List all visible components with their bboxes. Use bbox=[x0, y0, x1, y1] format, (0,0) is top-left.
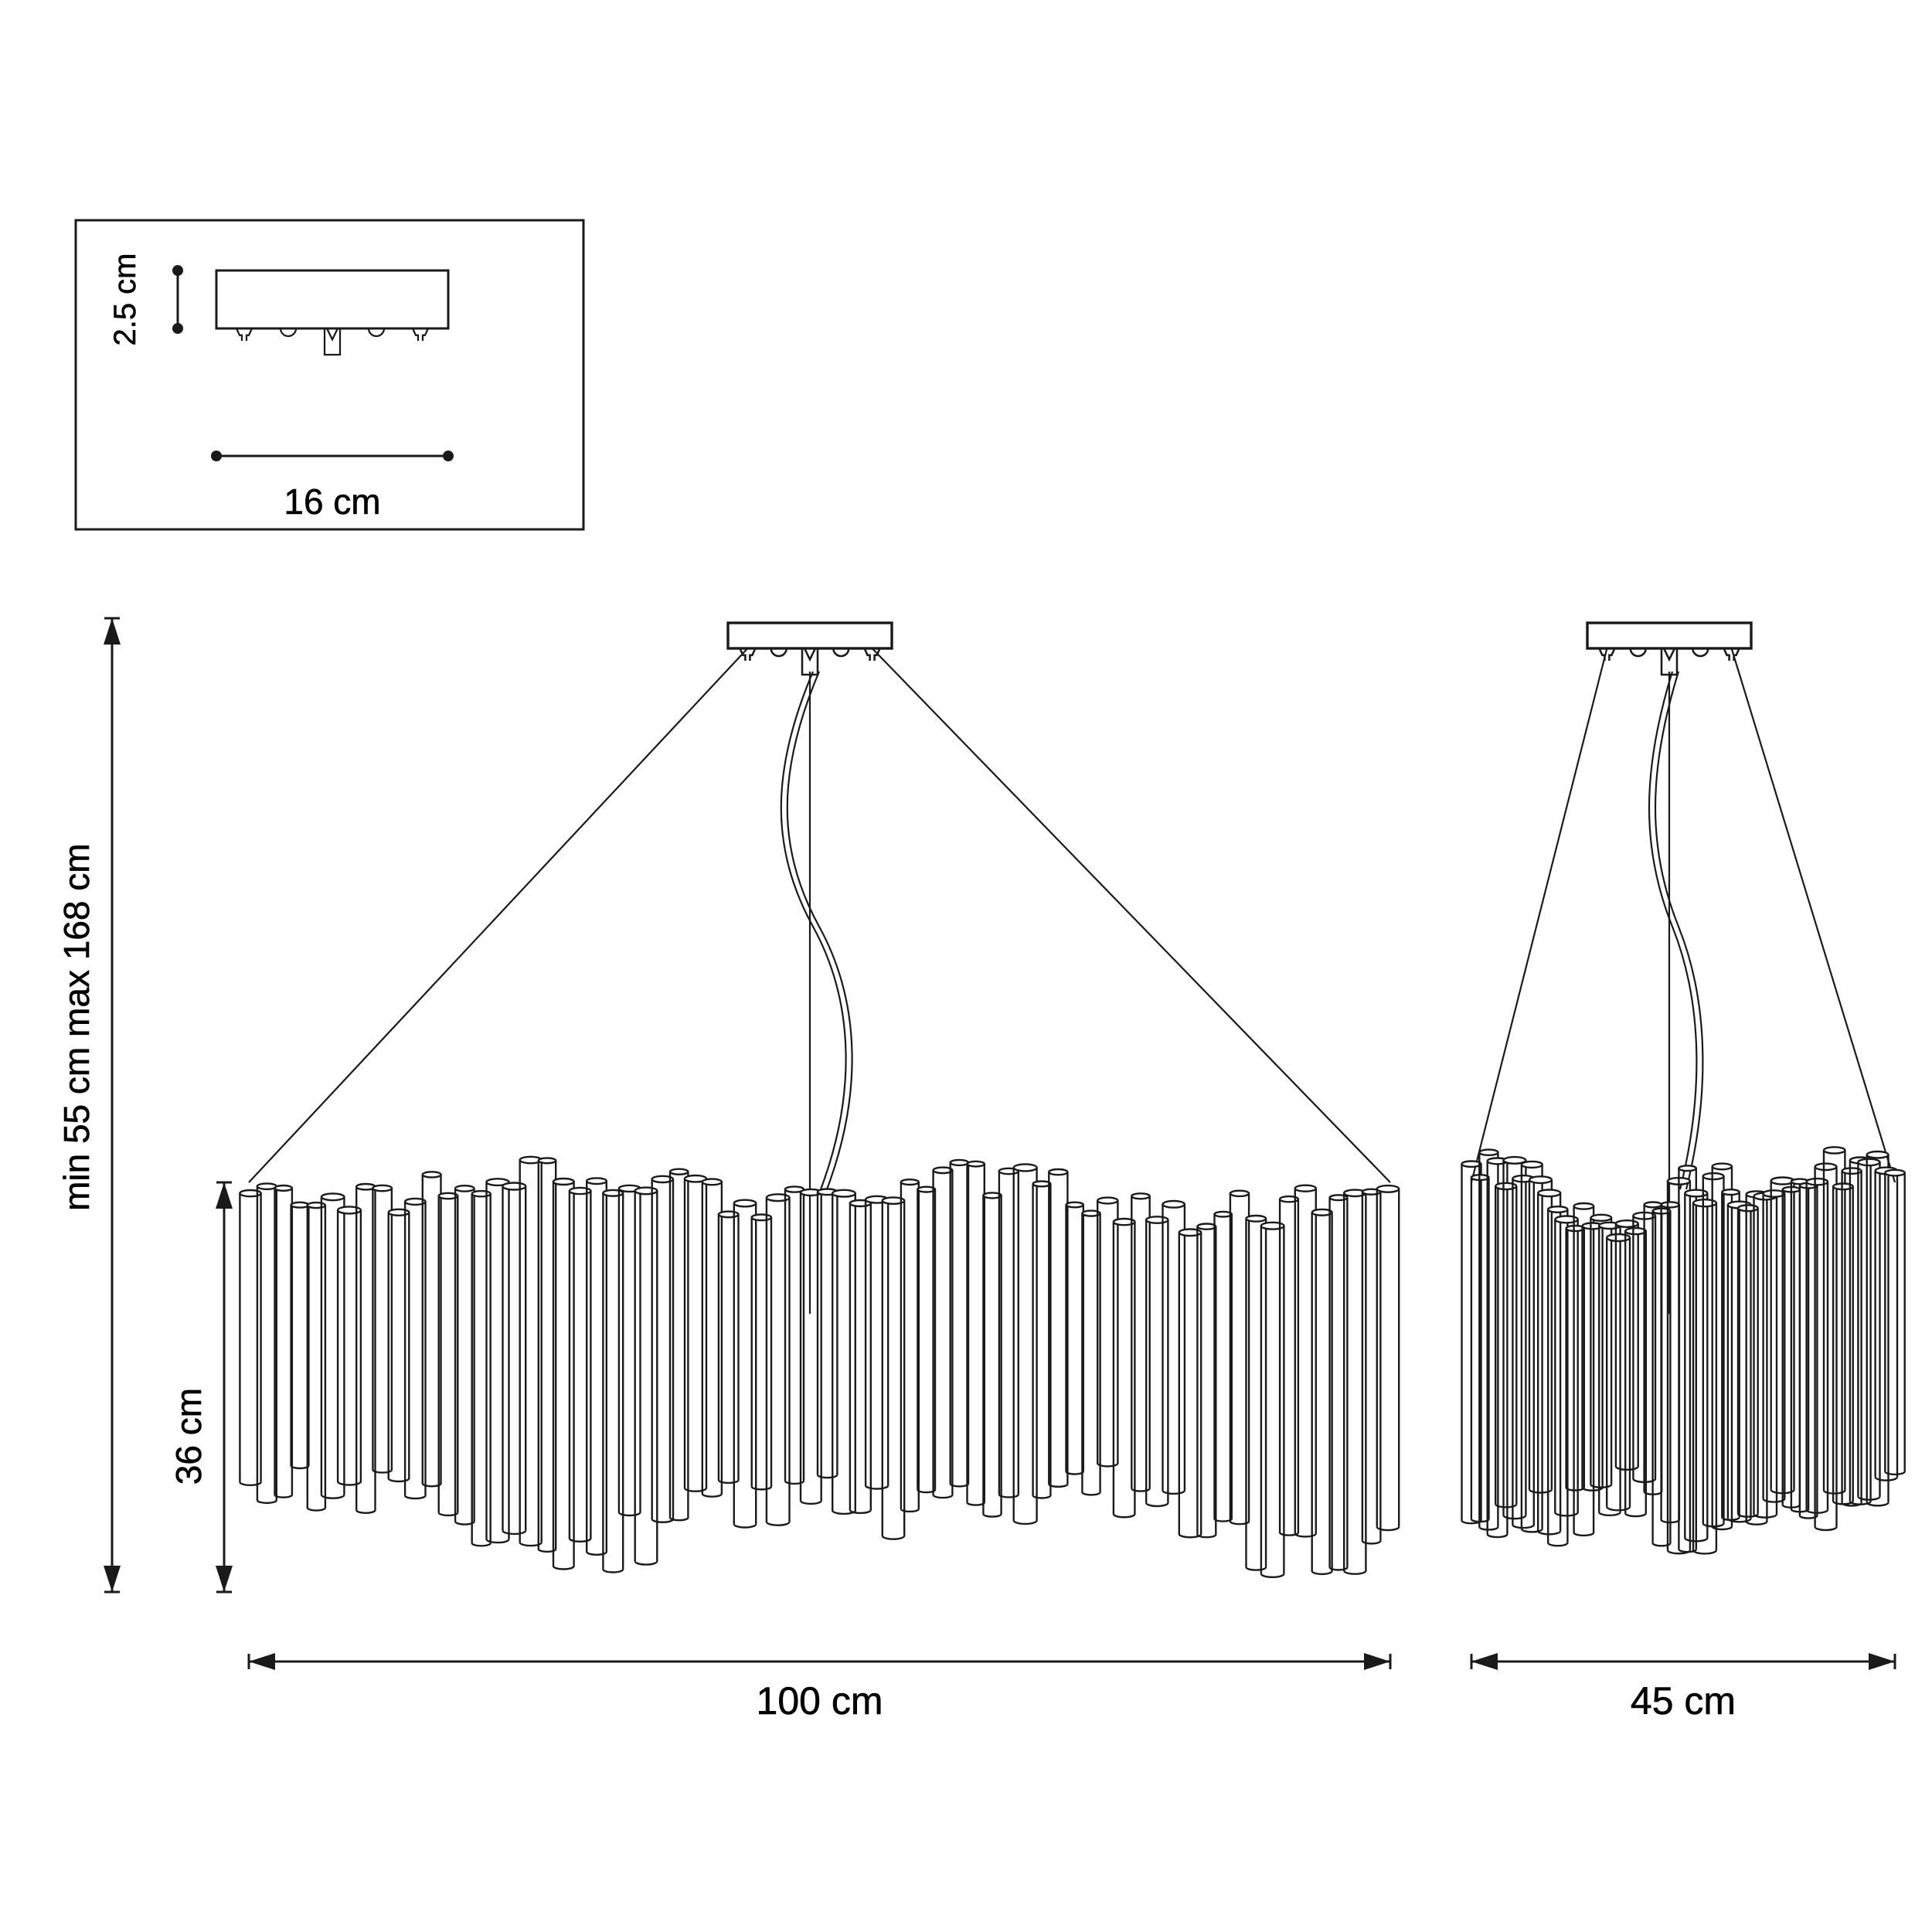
svg-text:2.5 cm: 2.5 cm bbox=[108, 253, 142, 345]
svg-text:45 cm: 45 cm bbox=[1631, 1679, 1736, 1723]
svg-text:100 cm: 100 cm bbox=[757, 1679, 883, 1723]
svg-text:36 cm: 36 cm bbox=[168, 1388, 209, 1485]
svg-text:min 55 cm max 168 cm: min 55 cm max 168 cm bbox=[56, 843, 97, 1210]
svg-text:16 cm: 16 cm bbox=[284, 481, 380, 522]
